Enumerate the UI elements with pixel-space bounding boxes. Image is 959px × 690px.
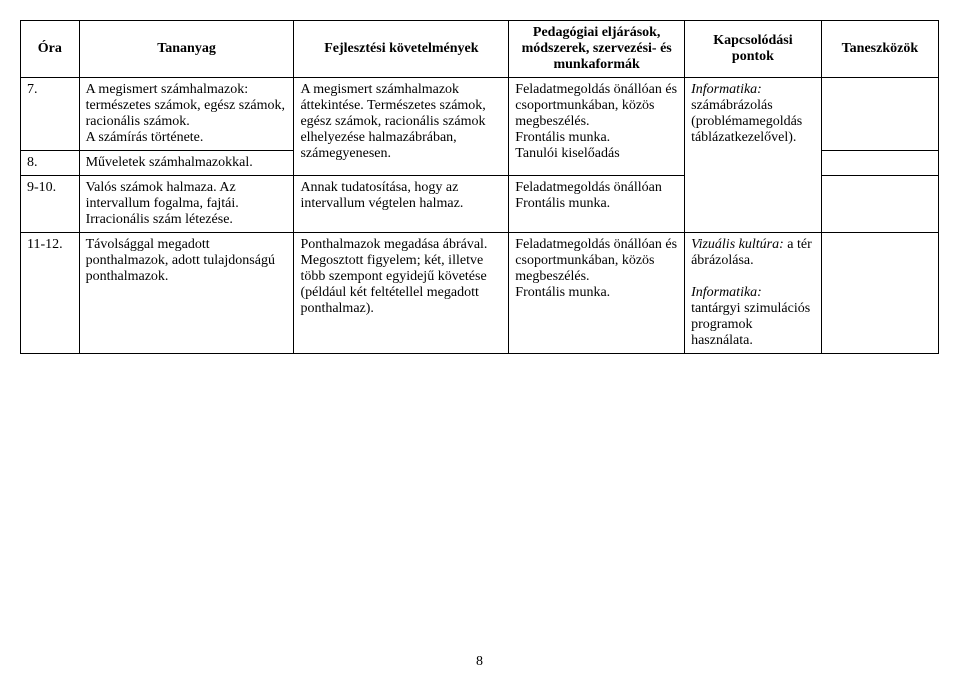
- header-row: Óra Tananyag Fejlesztési követelmények P…: [21, 21, 939, 78]
- kapcs-italic: Informatika:: [691, 82, 762, 97]
- header-pedagogiai: Pedagógiai eljárások, módszerek, szervez…: [509, 21, 685, 78]
- cell-pedagogiai: Feladatmegoldás önállóan és csoportmunká…: [509, 78, 685, 176]
- cell-pedagogiai: Feladatmegoldás önállóanFrontális munka.: [509, 176, 685, 233]
- table-row: 11-12. Távolsággal megadott ponthalmazok…: [21, 233, 939, 354]
- cell-tananyag: A megismert számhalmazok: természetes sz…: [79, 78, 294, 151]
- cell-taneszkozok: [821, 233, 938, 354]
- header-fejlesztesi: Fejlesztési követelmények: [294, 21, 509, 78]
- cell-kapcs: Vizuális kultúra: a tér ábrázolása. Info…: [685, 233, 822, 354]
- cell-pedagogiai: Feladatmegoldás önállóan és csoportmunká…: [509, 233, 685, 354]
- cell-tananyag: Valós számok halmaza. Az intervallum fog…: [79, 176, 294, 233]
- cell-tananyag: Műveletek számhalmazokkal.: [79, 151, 294, 176]
- kapcs-italic: Vizuális kultúra:: [691, 237, 784, 252]
- page-number: 8: [20, 654, 939, 670]
- header-kapcsolodasi: Kapcsolódási pontok: [685, 21, 822, 78]
- table-row: 7. A megismert számhalmazok: természetes…: [21, 78, 939, 151]
- cell-ora: 8.: [21, 151, 80, 176]
- cell-fejlesztesi: Ponthalmazok megadása ábrával. Megosztot…: [294, 233, 509, 354]
- cell-taneszkozok: [821, 78, 938, 151]
- cell-fejlesztesi: A megismert számhalmazok áttekintése. Te…: [294, 78, 509, 176]
- cell-fejlesztesi: Annak tudatosítása, hogy az intervallum …: [294, 176, 509, 233]
- cell-tananyag: Távolsággal megadott ponthalmazok, adott…: [79, 233, 294, 354]
- cell-ora: 11-12.: [21, 233, 80, 354]
- cell-taneszkozok: [821, 151, 938, 176]
- curriculum-table: Óra Tananyag Fejlesztési követelmények P…: [20, 20, 939, 354]
- kapcs-text: tantárgyi szimulációs programok használa…: [691, 301, 810, 348]
- cell-kapcs: Informatika: számábrázolás (problémamego…: [685, 78, 822, 233]
- kapcs-italic: Informatika:: [691, 285, 762, 300]
- cell-ora: 7.: [21, 78, 80, 151]
- cell-ora: 9-10.: [21, 176, 80, 233]
- kapcs-text: számábrázolás (problémamegoldás táblázat…: [691, 98, 802, 145]
- header-ora: Óra: [21, 21, 80, 78]
- cell-taneszkozok: [821, 176, 938, 233]
- header-tananyag: Tananyag: [79, 21, 294, 78]
- header-taneszkozok: Taneszközök: [821, 21, 938, 78]
